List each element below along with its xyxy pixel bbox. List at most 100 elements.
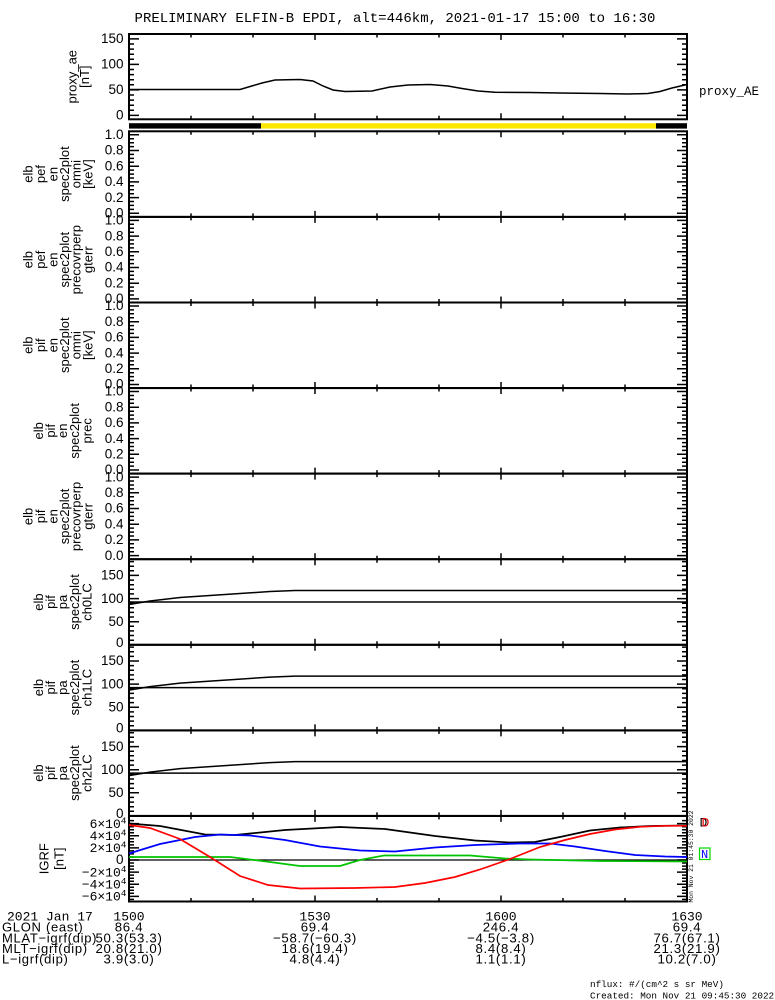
svg-text:en: en [46,509,61,523]
svg-text:D: D [700,816,708,831]
svg-text:1.0: 1.0 [105,384,124,399]
svg-text:0.8: 0.8 [105,399,124,414]
svg-text:0.0: 0.0 [105,377,124,392]
svg-text:1.0: 1.0 [105,469,124,484]
svg-text:precovrperp: precovrperp [69,482,84,551]
svg-text:69.4: 69.4 [673,919,701,934]
svg-text:precovrperp: precovrperp [69,225,84,294]
svg-text:pa: pa [55,680,70,695]
svg-text:0.0: 0.0 [105,462,124,477]
svg-text:0.2: 0.2 [105,190,124,205]
svg-text:0.6: 0.6 [105,244,124,259]
svg-text:150: 150 [101,739,124,754]
svg-text:20.8(21.0): 20.8(21.0) [95,941,162,956]
svg-text:omni: omni [69,331,84,359]
svg-text:0: 0 [116,720,124,735]
svg-text:en: en [46,252,61,266]
svg-text:[keV]: [keV] [81,159,96,189]
svg-text:0.8: 0.8 [105,314,124,329]
svg-text:MLAT−igrf(dip): MLAT−igrf(dip) [2,930,97,945]
svg-text:0.8: 0.8 [105,228,124,243]
svg-text:0.6: 0.6 [105,330,124,345]
svg-text:ch1LC: ch1LC [80,669,95,707]
svg-text:omni: omni [69,160,84,188]
svg-text:en: en [46,338,61,352]
svg-text:spec2plot: spec2plot [57,488,72,544]
svg-text:246.4: 246.4 [483,919,520,934]
svg-text:0.4: 0.4 [105,174,124,189]
svg-text:pa: pa [55,765,70,780]
svg-text:elb: elb [31,679,46,696]
svg-text:0.4: 0.4 [105,431,124,446]
svg-text:0.6: 0.6 [105,158,124,173]
svg-text:4×104: 4×104 [90,828,127,845]
svg-text:proxy_ae: proxy_ae [65,50,80,103]
svg-text:2021 Jan 17: 2021 Jan 17 [7,910,93,925]
svg-text:spec2plot: spec2plot [67,403,82,459]
svg-text:69.4: 69.4 [301,919,329,934]
svg-text:−58.7(−60.3): −58.7(−60.3) [273,930,357,945]
svg-text:ch2LC: ch2LC [80,754,95,792]
svg-text:21.3(21.9): 21.3(21.9) [653,941,720,956]
svg-text:prec: prec [80,418,95,444]
svg-text:MLT−igrf(dip): MLT−igrf(dip) [2,941,88,956]
svg-text:2×104: 2×104 [90,840,127,857]
svg-text:spec2plot: spec2plot [67,745,82,801]
svg-text:0.4: 0.4 [105,345,124,360]
svg-text:Mon Nov 21 01:45:30 2022: Mon Nov 21 01:45:30 2022 [688,810,695,902]
svg-text:100: 100 [101,676,124,691]
svg-text:nflux: #/(cm^2 s sr MeV): nflux: #/(cm^2 s sr MeV) [590,979,724,990]
svg-text:IGRF: IGRF [37,843,52,874]
svg-text:gterr: gterr [81,502,96,529]
svg-text:0.2: 0.2 [105,361,124,376]
svg-text:76.7(67.1): 76.7(67.1) [653,930,720,945]
svg-text:50: 50 [108,699,123,714]
svg-text:0.2: 0.2 [105,275,124,290]
svg-text:D: D [702,816,710,831]
svg-text:1.0: 1.0 [105,127,124,142]
svg-text:pif: pif [33,509,48,523]
svg-text:1.1(1.1): 1.1(1.1) [475,952,526,967]
svg-text:50: 50 [108,614,123,629]
svg-text:6×104: 6×104 [90,815,127,832]
svg-text:elb: elb [21,337,36,354]
svg-text:elb: elb [31,422,46,439]
svg-text:0: 0 [116,108,124,123]
svg-text:Created: Mon Nov 21 09:45:30 2: Created: Mon Nov 21 09:45:30 2022 [590,991,774,1000]
svg-text:100: 100 [101,591,124,606]
svg-text:pif: pif [33,338,48,352]
svg-text:−6×104: −6×104 [82,888,127,905]
svg-text:1.0: 1.0 [105,213,124,228]
svg-text:pif: pif [43,766,58,780]
svg-text:0.6: 0.6 [105,501,124,516]
svg-text:pef: pef [33,165,48,183]
svg-text:pif: pif [43,424,58,438]
svg-text:100: 100 [101,57,124,72]
svg-text:spec2plot: spec2plot [57,146,72,202]
svg-text:spec2plot: spec2plot [67,574,82,630]
svg-text:0.2: 0.2 [105,447,124,462]
svg-text:pef: pef [33,250,48,268]
svg-text:ch0LC: ch0LC [80,583,95,621]
svg-text:0.4: 0.4 [105,260,124,275]
svg-text:1630: 1630 [671,910,702,925]
svg-text:elb: elb [21,508,36,525]
svg-text:elb: elb [21,251,36,268]
svg-text:PRELIMINARY ELFIN-B EPDI, alt=: PRELIMINARY ELFIN-B EPDI, alt=446km, 202… [135,11,656,27]
svg-text:0.4: 0.4 [105,516,124,531]
svg-text:50.3(53.3): 50.3(53.3) [95,930,162,945]
svg-text:0.0: 0.0 [105,291,124,306]
svg-text:0.8: 0.8 [105,143,124,158]
svg-text:8.4(8.4): 8.4(8.4) [475,941,526,956]
svg-text:50: 50 [108,82,123,97]
svg-text:GLON (east): GLON (east) [2,919,83,934]
svg-text:4.8(4.4): 4.8(4.4) [289,952,340,967]
svg-text:150: 150 [101,653,124,668]
svg-text:spec2plot: spec2plot [67,659,82,715]
svg-text:150: 150 [101,568,124,583]
svg-text:1500: 1500 [113,910,144,925]
svg-text:elb: elb [21,165,36,182]
svg-text:spec2plot: spec2plot [57,231,72,287]
svg-text:10.2(7.0): 10.2(7.0) [657,952,716,967]
svg-text:0.6: 0.6 [105,415,124,430]
